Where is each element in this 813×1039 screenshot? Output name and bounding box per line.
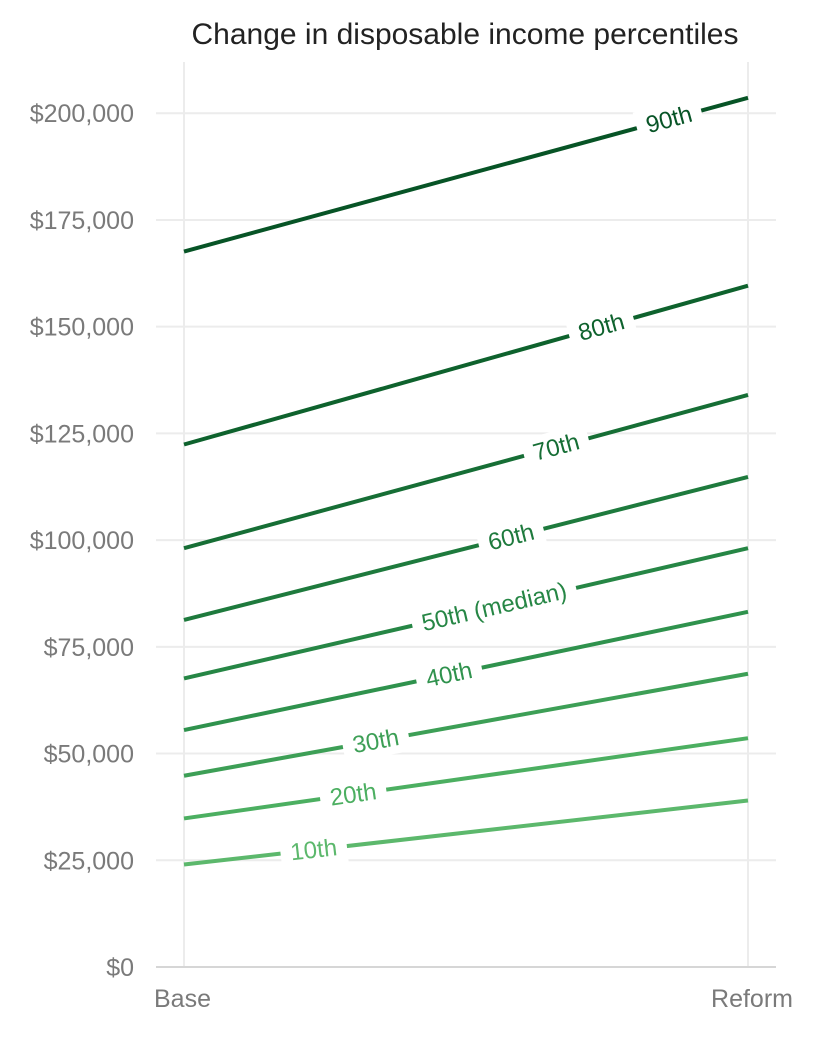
y-tick-label: $125,000 [30, 420, 134, 448]
chart-title: Change in disposable income percentiles [191, 18, 738, 51]
series-lines [183, 95, 749, 867]
y-tick-label: $25,000 [44, 847, 134, 875]
y-tick-label: $0 [106, 954, 134, 982]
series-label-60th: 60th [474, 513, 548, 561]
series-line-30th [183, 671, 749, 778]
series-label-40th: 40th [413, 651, 486, 698]
series-label-text: 80th [575, 308, 627, 347]
series-label-background [340, 719, 412, 763]
y-tick-label: $175,000 [30, 207, 134, 235]
series-label-70th: 70th [519, 422, 593, 472]
series-label-90th: 90th [632, 95, 706, 144]
y-tick-label: $150,000 [30, 314, 134, 342]
series-label-80th: 80th [564, 302, 638, 352]
y-tick-label: $75,000 [44, 634, 134, 662]
axes: $0 $25,000 $50,000 $75,000 $100,000 $125,000 $… [30, 100, 793, 1013]
series-label-background [413, 651, 486, 698]
x-tick-label-base: Base [154, 985, 211, 1013]
series-label-background [474, 513, 548, 561]
series-label-text: 60th [485, 519, 537, 557]
series-label-text: 20th [328, 778, 378, 811]
series-label-10th: 10th [278, 830, 349, 870]
x-tick-label-reform: Reform [711, 985, 793, 1013]
series-label-background [278, 830, 349, 870]
series-line-10th [183, 798, 749, 867]
series-label-text: 10th [289, 834, 338, 866]
series-label-text: 90th [643, 101, 695, 139]
series-label-background [317, 773, 389, 815]
series-label-background [564, 302, 638, 352]
y-tick-label: $200,000 [30, 100, 134, 128]
series-line-80th [183, 283, 749, 447]
series-label-20th: 20th [317, 773, 389, 815]
series-label-background [632, 95, 706, 144]
series-line-70th [183, 393, 749, 551]
series-label-30th: 30th [340, 719, 412, 763]
series-label-50th-median: 50th (median) [408, 572, 580, 642]
series-label-background [408, 572, 580, 642]
series-label-background [519, 422, 593, 472]
y-tick-label: $50,000 [44, 741, 134, 769]
series-label-text: 50th (median) [419, 577, 569, 637]
series-line-20th [183, 736, 749, 821]
y-tick-label: $100,000 [30, 527, 134, 555]
series-line-60th [183, 474, 749, 622]
